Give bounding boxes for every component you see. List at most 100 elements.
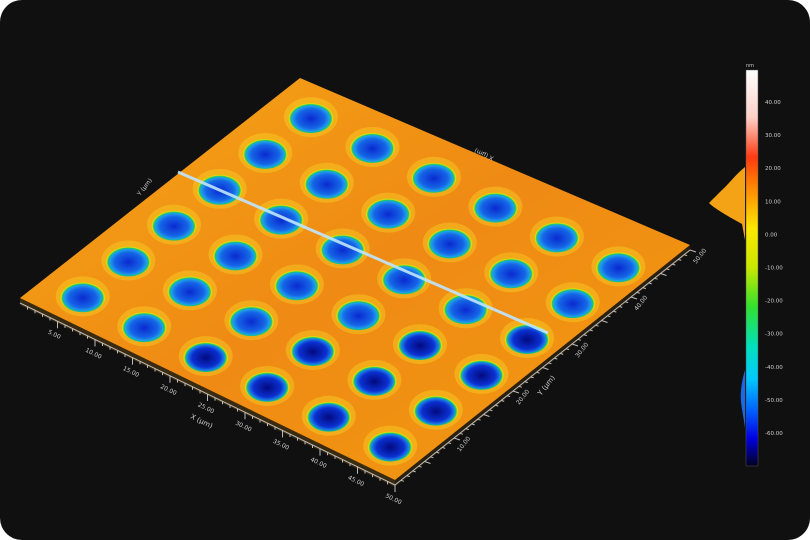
x-tick-label: 20.00: [159, 383, 178, 397]
y-tick: [489, 409, 493, 412]
y-tick: [501, 399, 505, 402]
y-tick: [636, 291, 641, 294]
hole: [351, 363, 398, 396]
hole: [396, 328, 443, 361]
y-tick-label: 20.00: [515, 388, 531, 406]
x-axis-title: X (µm): [189, 413, 214, 431]
hole: [549, 286, 596, 319]
y-tick: [436, 451, 440, 454]
hole: [273, 268, 320, 301]
y-tick: [571, 343, 579, 347]
colorbar-unit: nm: [746, 63, 754, 69]
profile-line[interactable]: [177, 170, 549, 335]
colorbar-tick-label: 30.00: [765, 133, 781, 139]
hole: [367, 429, 414, 462]
y-tick: [648, 282, 652, 285]
hole: [410, 160, 457, 193]
x-tick-label: 45.00: [347, 474, 366, 488]
x-tick-label: 50.00: [384, 493, 403, 507]
y-tick: [518, 385, 523, 388]
y-tick: [654, 277, 658, 280]
y-tick: [595, 324, 599, 327]
x-tick-label: 15.00: [122, 365, 141, 379]
hole: [504, 322, 551, 355]
y-tick-label: 40.00: [633, 294, 649, 312]
colorbar-tick-label: 20.00: [765, 166, 781, 172]
colorbar-tick-label: -20.00: [765, 299, 783, 305]
y-tick: [483, 414, 490, 417]
hole: [305, 399, 352, 432]
y-tick: [447, 442, 452, 445]
x-tick-label: 40.00: [309, 456, 328, 470]
y-tick-label: 50.00: [692, 247, 708, 265]
y-tick: [430, 456, 434, 459]
hole: [426, 226, 473, 259]
y-tick: [453, 437, 461, 441]
height-histogram-plateau: [709, 167, 745, 240]
y-tick: [577, 338, 582, 341]
y-tick: [642, 287, 646, 290]
y-tick: [477, 418, 481, 421]
hole: [287, 101, 334, 134]
hole: [365, 196, 412, 229]
y-tick: [512, 390, 520, 394]
y-tick: [601, 320, 608, 323]
y-axis-title: Y (µm): [536, 374, 557, 398]
hole: [59, 280, 106, 313]
colorbar-tick-label: 10.00: [765, 199, 781, 205]
y-tick-label: 30.00: [574, 341, 590, 359]
y-tick: [400, 479, 405, 482]
hole: [166, 274, 213, 307]
y-tick: [495, 404, 499, 407]
hole: [228, 304, 275, 337]
hole: [289, 334, 336, 367]
y-tick: [689, 249, 697, 253]
y-tick: [530, 376, 534, 379]
y-tick: [536, 371, 540, 374]
y-tick: [459, 432, 464, 435]
y-tick: [624, 301, 629, 304]
x-tick-label: 10.00: [84, 347, 103, 361]
hole: [442, 292, 489, 325]
colorbar-tick-label: 0.00: [765, 232, 778, 238]
colorbar: nm 40.00 30.00 20.00 10.00 0.00 -10.00 -20.00 -…: [709, 63, 783, 467]
y-tick: [678, 258, 682, 261]
hole: [105, 244, 152, 277]
hole: [150, 208, 197, 241]
y-tick: [613, 310, 617, 313]
x-tick-label: 5.00: [47, 329, 62, 341]
x-tick-label: 30.00: [234, 420, 253, 434]
colorbar-tick-label: -60.00: [765, 431, 783, 437]
y-tick: [524, 381, 528, 384]
y-tick: [418, 465, 422, 468]
hole: [595, 250, 642, 283]
colorbar-tick-label: -30.00: [765, 332, 783, 338]
hole: [258, 202, 305, 235]
y-tick: [672, 263, 676, 266]
hole: [381, 262, 428, 295]
hole: [242, 136, 289, 169]
colorbar-tick-label: 40.00: [765, 100, 781, 106]
hole: [212, 238, 259, 271]
y-tick: [412, 470, 416, 473]
y-tick: [560, 352, 564, 355]
hole: [472, 190, 519, 223]
y-tick: [465, 428, 469, 431]
surface-plateau: [20, 78, 690, 480]
y-tick: [666, 268, 670, 271]
hole: [488, 256, 535, 289]
height-histogram-holes: [740, 370, 745, 428]
hole: [533, 220, 580, 253]
y-tick: [406, 475, 410, 478]
hole: [303, 166, 350, 199]
hole: [319, 232, 366, 265]
y-tick: [619, 305, 623, 308]
colorbar-gradient: [745, 69, 759, 467]
y-tick: [542, 367, 549, 370]
y-tick: [424, 461, 431, 464]
y-tick: [630, 296, 638, 300]
hole: [412, 393, 459, 426]
y-tick: [660, 273, 667, 276]
